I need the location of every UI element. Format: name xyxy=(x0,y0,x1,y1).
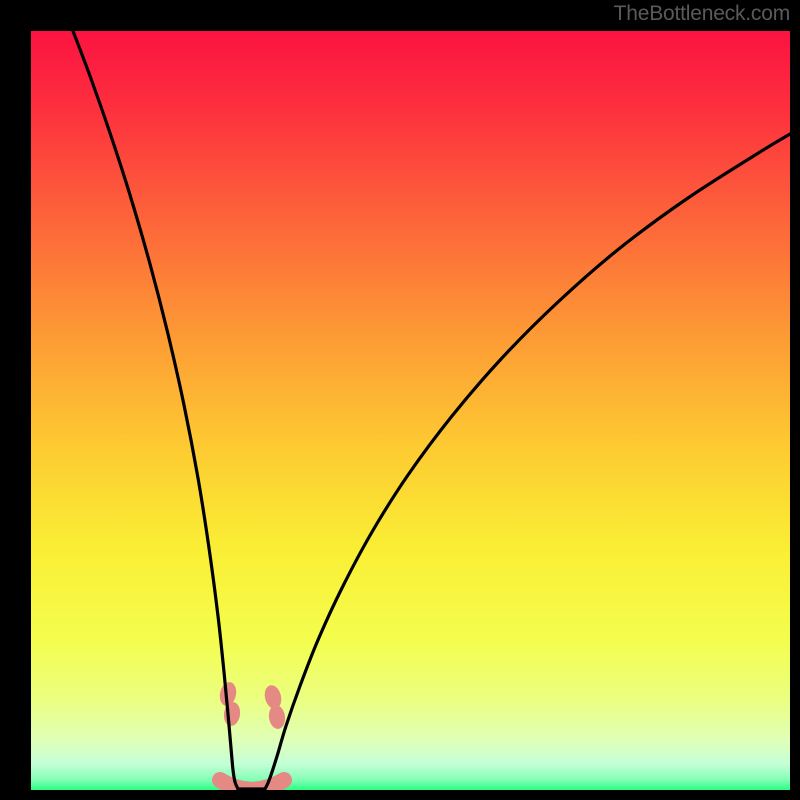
watermark-text: TheBottleneck.com xyxy=(614,2,790,26)
gradient-background xyxy=(31,31,790,790)
frame: TheBottleneck.com xyxy=(0,0,800,800)
plot-area xyxy=(31,31,790,790)
